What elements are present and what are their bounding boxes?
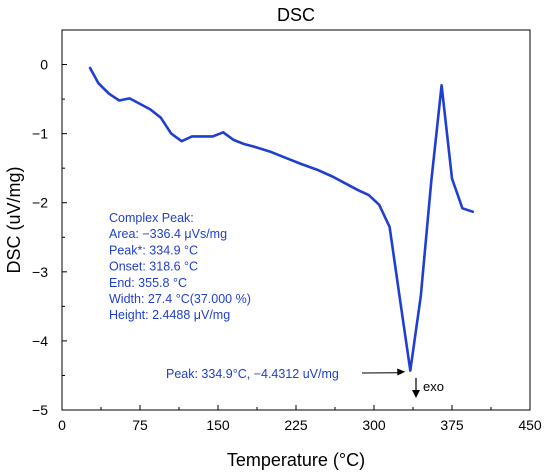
x-tick-label: 450 [518, 417, 542, 433]
chart-title: DSC [277, 5, 315, 25]
annotation-line: End: 355.8 °C [109, 276, 187, 290]
x-tick-label: 375 [440, 417, 464, 433]
plot-frame [61, 29, 531, 411]
annotation-line: Width: 27.4 °C(37.000 %) [109, 292, 251, 306]
x-tick-label: 225 [284, 417, 308, 433]
y-tick-label: −2 [32, 195, 48, 211]
peak-arrowhead [397, 368, 406, 376]
x-axis-title: Temperature (°C) [227, 450, 365, 470]
annotation-line: Peak*: 334.9 °C [109, 243, 198, 257]
x-axis-ticks: 0 75 150 225 300 375 450 [58, 405, 542, 433]
x-tick-label: 300 [362, 417, 386, 433]
annotation-box: Complex Peak: Area: −336.4 μVs/mg Peak*: 3… [109, 211, 251, 322]
y-axis-title: DSC (uV/mg) [4, 166, 24, 273]
y-tick-label: −4 [32, 333, 48, 349]
exo-label: exo [423, 379, 444, 394]
y-tick-label: −5 [32, 402, 48, 418]
x-tick-label: 75 [132, 417, 148, 433]
y-tick-label: 0 [40, 57, 48, 73]
dsc-series-line [88, 66, 475, 372]
annotation-line: Onset: 318.6 °C [109, 260, 198, 274]
exo-arrowhead [412, 390, 420, 398]
x-tick-label: 0 [58, 417, 66, 433]
y-tick-label: −3 [32, 264, 48, 280]
peak-label: Peak: 334.9°C, −4.4312 uV/mg [166, 367, 339, 381]
x-tick-label: 150 [206, 417, 230, 433]
annotation-line: Height: 2.4488 μV/mg [109, 308, 230, 322]
y-tick-label: −1 [32, 126, 48, 142]
annotation-line: Complex Peak: [109, 211, 194, 225]
annotation-line: Area: −336.4 μVs/mg [109, 227, 227, 241]
